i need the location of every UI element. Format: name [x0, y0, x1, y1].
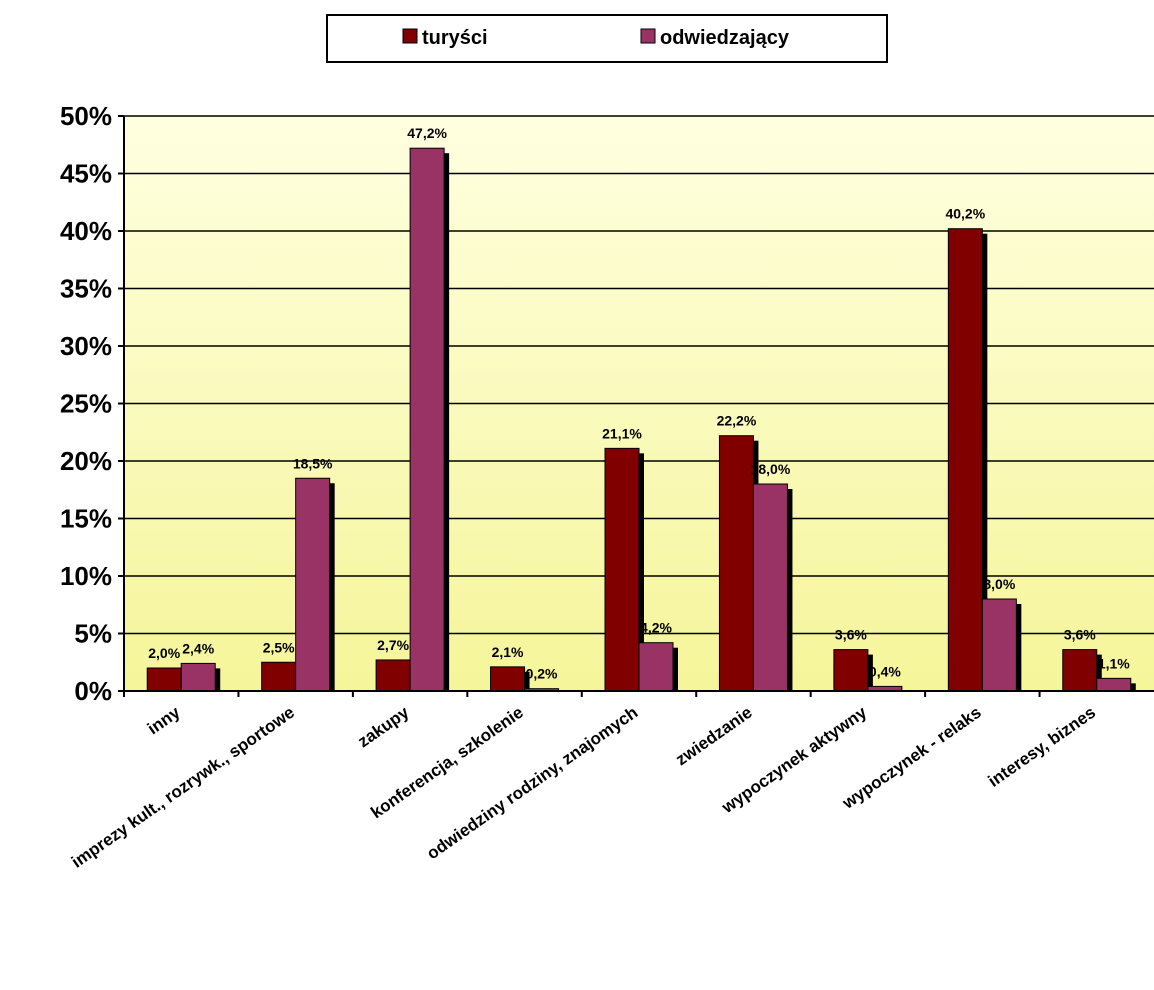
data-label: 22,2%: [717, 413, 757, 429]
bar-odwiedzajacy: [752, 483, 788, 692]
legend-box: [326, 14, 888, 63]
data-label: 18,0%: [751, 461, 791, 477]
bar-turysci: [718, 435, 754, 692]
y-tick-label: 10%: [60, 561, 112, 591]
y-tick-label: 35%: [60, 274, 112, 304]
data-label: 3,6%: [1064, 627, 1096, 643]
legend-swatch-turysci: [402, 28, 418, 44]
data-label: 2,4%: [182, 640, 214, 656]
bar-turysci: [375, 659, 411, 692]
bar-turysci: [833, 649, 869, 692]
y-tick-label: 40%: [60, 216, 112, 246]
data-label: 2,7%: [377, 637, 409, 653]
bar-odwiedzajacy: [295, 477, 331, 692]
bar-odwiedzajacy: [638, 642, 674, 692]
bar-odwiedzajacy: [409, 147, 445, 692]
data-labels: 2,0% 2,4% 2,5% 18,5% 2,7% 47,2% 2,1%0,2% 21,1% 4…: [148, 125, 1130, 682]
y-tick-label: 25%: [60, 389, 112, 419]
bar-odwiedzajacy: [981, 598, 1017, 692]
bar-turysci: [947, 228, 983, 692]
data-label: 3,6%: [835, 627, 867, 643]
category-label: imprezy kult., rozrywk., sportowe: [68, 703, 298, 872]
category-label: zwiedzanie: [672, 703, 756, 770]
data-label: 47,2%: [407, 125, 447, 141]
y-axis-ticks: 0% 5% 10% 15% 20% 25% 30% 35% 40% 45% 50%: [60, 101, 124, 706]
data-label: 2,1%: [492, 644, 524, 660]
bar-turysci: [490, 666, 526, 692]
data-label: 1,1%: [1098, 655, 1130, 671]
bar-turysci: [1062, 649, 1098, 692]
bar-turysci: [261, 661, 297, 692]
category-label: odwiedziny rodziny, znajomych: [423, 703, 641, 864]
bar-odwiedzajacy: [180, 662, 216, 692]
legend: turyści odwiedzający: [326, 14, 888, 63]
legend-swatch-odwiedzajacy: [640, 28, 656, 44]
data-label: 8,0%: [983, 576, 1015, 592]
data-label: 4,2%: [640, 620, 672, 636]
y-tick-label: 30%: [60, 331, 112, 361]
bars: [146, 147, 1136, 692]
bar-odwiedzajacy: [1096, 677, 1132, 692]
y-tick-label: 15%: [60, 504, 112, 534]
data-label: 18,5%: [293, 455, 333, 471]
data-label: 0,4%: [869, 663, 901, 679]
bar-turysci: [146, 667, 182, 692]
y-tick-label: 5%: [74, 619, 112, 649]
data-label: 40,2%: [945, 206, 985, 222]
category-label: inny: [144, 702, 184, 738]
y-tick-label: 0%: [74, 676, 112, 706]
data-label: 2,5%: [263, 639, 295, 655]
data-label: 21,1%: [602, 425, 642, 441]
y-tick-label: 45%: [60, 159, 112, 189]
data-label: 0,2%: [526, 666, 558, 682]
legend-label-odwiedzajacy: odwiedzający: [660, 27, 790, 49]
category-label: interesy, biznes: [985, 703, 1099, 791]
y-tick-label: 50%: [60, 101, 112, 131]
legend-label-turysci: turyści: [422, 27, 488, 49]
bar-turysci: [604, 447, 640, 692]
category-label: zakupy: [354, 702, 413, 751]
data-label: 2,0%: [148, 645, 180, 661]
y-tick-label: 20%: [60, 446, 112, 476]
